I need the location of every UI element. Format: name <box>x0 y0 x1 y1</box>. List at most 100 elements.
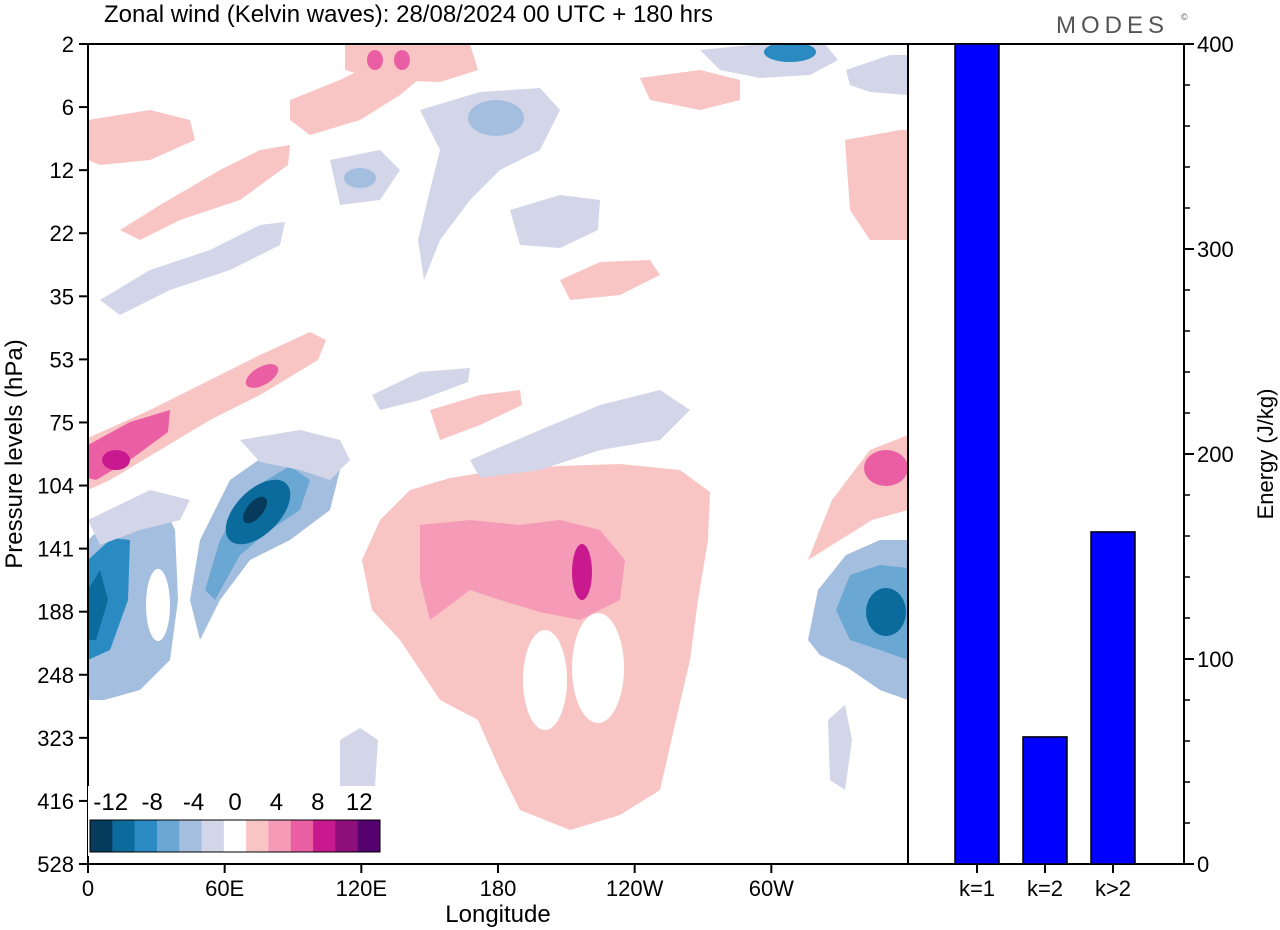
easterly-contour <box>468 100 524 136</box>
colorbar-label: 0 <box>228 789 241 816</box>
easterly-contour <box>344 168 376 188</box>
easterly-contour <box>866 588 906 636</box>
energy-axis-ticks: 0 100 200 300 400 <box>1184 32 1234 877</box>
energy-frame <box>907 43 1185 865</box>
easterly-contour <box>846 55 908 95</box>
westerly-contour <box>394 50 410 70</box>
y-tick-label: 104 <box>37 474 74 499</box>
energy-category-label: k=2 <box>1027 876 1063 901</box>
x-tick-label: 120W <box>606 876 664 901</box>
westerly-contour <box>572 544 592 600</box>
heatmap-panel <box>87 43 909 865</box>
colorbar-swatch <box>268 820 292 852</box>
chart-title: Zonal wind (Kelvin waves): 28/08/2024 00… <box>104 1 713 28</box>
energy-y-tick-label: 300 <box>1197 237 1234 262</box>
x-tick-label: 0 <box>82 876 94 901</box>
colorbar-label: -12 <box>93 789 128 816</box>
colorbar-swatch <box>313 820 336 852</box>
y-tick-label: 75 <box>50 410 74 435</box>
x-axis-label: Longitude <box>445 901 550 928</box>
easterly-contour <box>780 790 800 850</box>
easterly-contour <box>372 368 470 410</box>
westerly-contour <box>864 450 908 486</box>
y-tick-label: 2 <box>62 32 74 57</box>
colorbar-swatch <box>112 820 136 852</box>
easterly-contour <box>243 496 267 524</box>
x-tick-label: 120E <box>336 876 387 901</box>
easterly-contour <box>88 490 190 545</box>
y-tick-label: 35 <box>50 284 74 309</box>
colorbar-swatch <box>201 820 225 852</box>
y-axis-label: Pressure levels (hPa) <box>1 339 28 568</box>
westerly-contour <box>845 130 908 240</box>
x-tick-label: 180 <box>480 876 517 901</box>
energy-y-tick-label: 0 <box>1197 852 1209 877</box>
easterly-contour <box>652 151 668 179</box>
y-tick-label: 6 <box>62 95 74 120</box>
y-tick-label: 528 <box>37 852 74 877</box>
easterly-contour <box>146 569 170 641</box>
easterly-contour <box>764 44 816 62</box>
westerly-contour <box>640 70 740 110</box>
energy-panel: k=1 k=2 k>2 0 100 200 300 400 Energy (J/kg) <box>907 32 1278 901</box>
colorbar-swatch <box>134 820 158 852</box>
energy-category-label: k=1 <box>959 876 995 901</box>
easterly-contour <box>88 570 108 640</box>
easterly-contour <box>284 685 296 725</box>
colorbar-label: 12 <box>346 789 373 816</box>
energy-bar <box>954 43 1000 865</box>
energy-axis-label: Energy (J/kg) <box>1253 389 1278 520</box>
energy-bar <box>1090 531 1136 865</box>
y-tick-label: 22 <box>50 221 74 246</box>
westerly-contour <box>430 390 522 440</box>
easterly-contour <box>418 88 560 280</box>
y-tick-label: 12 <box>50 158 74 183</box>
colorbar: -12 -8 -4 0 4 8 12 <box>88 786 382 856</box>
colorbar-frame <box>89 819 381 853</box>
energy-bars: k=1 k=2 k>2 <box>954 43 1136 901</box>
easterly-contour <box>572 613 624 723</box>
y-tick-label: 416 <box>37 789 74 814</box>
x-tick-label: 60E <box>205 876 244 901</box>
y-tick-label: 323 <box>37 726 74 751</box>
brand-mark: © <box>1181 12 1188 22</box>
easterly-contour <box>470 390 690 478</box>
x-axis-ticks: 0 60E 120E 180 120W 60W <box>82 864 794 901</box>
easterly-contour <box>752 766 768 814</box>
x-tick-label: 60W <box>749 876 794 901</box>
easterly-contour <box>244 698 256 742</box>
westerly-contour <box>88 110 195 165</box>
y-tick-label: 141 <box>37 537 74 562</box>
colorbar-swatch <box>90 820 113 852</box>
easterly-contour <box>240 430 350 480</box>
energy-category-label: k>2 <box>1095 876 1131 901</box>
colorbar-swatch <box>357 820 381 852</box>
colorbar-swatch <box>246 820 269 852</box>
energy-y-tick-label: 100 <box>1197 647 1234 672</box>
colorbar-label: 8 <box>311 789 324 816</box>
westerly-contour <box>560 260 660 300</box>
colorbar-label: -8 <box>141 789 162 816</box>
energy-bar <box>1022 736 1068 865</box>
westerly-contour <box>420 520 625 620</box>
easterly-contour <box>510 195 600 248</box>
y-tick-label: 248 <box>37 663 74 688</box>
y-tick-label: 53 <box>50 347 74 372</box>
westerly-contour <box>367 50 383 70</box>
y-axis-ticks: 2 6 12 22 35 53 75 104 141 188 248 323 416 528 <box>37 32 88 877</box>
easterly-contour <box>828 705 852 790</box>
easterly-contour <box>523 630 567 730</box>
colorbar-label: 4 <box>270 789 283 816</box>
colorbar-swatch <box>335 820 359 852</box>
energy-y-tick-label: 200 <box>1197 442 1234 467</box>
westerly-contour <box>120 145 290 240</box>
easterly-contour <box>694 668 706 712</box>
y-tick-label: 188 <box>37 600 74 625</box>
colorbar-label: -4 <box>183 789 204 816</box>
energy-y-tick-label: 400 <box>1197 32 1234 57</box>
westerly-contour <box>102 450 130 470</box>
westerly-contour <box>245 364 279 388</box>
brand-logo: MODES <box>1056 12 1169 39</box>
easterly-contour <box>100 222 285 315</box>
